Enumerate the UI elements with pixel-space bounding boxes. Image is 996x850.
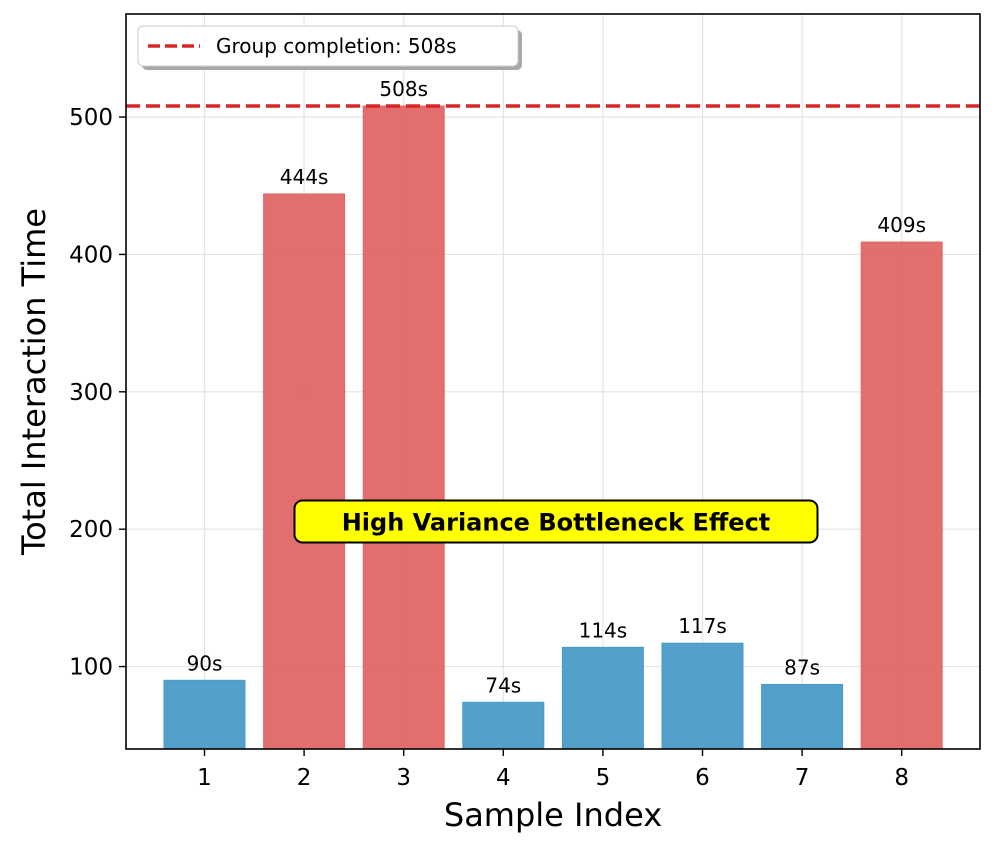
y-axis-label: Total Interaction Time xyxy=(15,208,53,556)
legend: Group completion: 508s xyxy=(137,25,522,70)
x-tick-label-4: 4 xyxy=(496,765,511,791)
x-tick-label-5: 5 xyxy=(596,765,611,791)
bar-labels: 90s 444s 508s 74s 114s 117s 87s 409s xyxy=(187,77,926,697)
x-tick-label-2: 2 xyxy=(297,765,312,791)
bar-label-7: 87s xyxy=(784,655,820,679)
bar-8 xyxy=(860,241,943,750)
bar-label-8: 409s xyxy=(877,213,926,237)
grid xyxy=(126,14,980,749)
x-axis-label: Sample Index xyxy=(444,796,662,834)
x-tick-label-1: 1 xyxy=(197,765,212,791)
x-tick-label-6: 6 xyxy=(695,765,710,791)
bars xyxy=(163,105,943,750)
annotation: High Variance Bottleneck Effect xyxy=(293,499,819,544)
y-tick-label-200: 200 xyxy=(69,517,113,543)
y-tick-label-100: 100 xyxy=(69,655,113,681)
annotation-box xyxy=(293,499,819,544)
x-tick-label-8: 8 xyxy=(894,765,909,791)
x-tick-label-3: 3 xyxy=(396,765,411,791)
bar-1 xyxy=(163,679,246,750)
bar-label-3: 508s xyxy=(379,77,428,101)
legend-label: Group completion: 508s xyxy=(216,34,457,58)
bar-label-4: 74s xyxy=(485,673,521,697)
y-ticks: 100 200 300 400 500 xyxy=(69,105,126,681)
bar-6 xyxy=(661,642,744,750)
axes-frame xyxy=(125,13,981,750)
bar-5 xyxy=(561,646,644,750)
bar-2 xyxy=(263,193,346,750)
legend-box xyxy=(137,25,519,67)
bar-4 xyxy=(462,701,545,750)
x-tick-label-7: 7 xyxy=(795,765,810,791)
bar-label-5: 114s xyxy=(579,618,628,642)
annotation-text: High Variance Bottleneck Effect xyxy=(342,508,771,536)
bar-3 xyxy=(362,105,445,750)
y-tick-label-400: 400 xyxy=(69,242,113,268)
bar-7 xyxy=(761,683,844,750)
bar-label-1: 90s xyxy=(187,651,223,675)
x-ticks: 1 2 3 4 5 6 7 8 xyxy=(197,749,909,791)
bar-label-6: 117s xyxy=(678,614,727,638)
y-tick-label-300: 300 xyxy=(69,380,113,406)
bar-label-2: 444s xyxy=(280,165,329,189)
y-tick-label-500: 500 xyxy=(69,105,113,131)
